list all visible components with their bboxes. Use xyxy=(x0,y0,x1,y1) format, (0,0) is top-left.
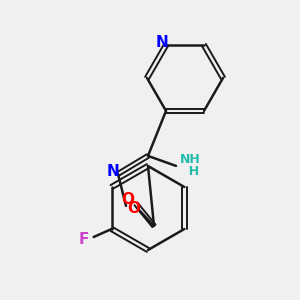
Text: O: O xyxy=(128,201,140,216)
Text: NH
  H: NH H xyxy=(180,153,200,178)
Text: N: N xyxy=(106,164,119,179)
Text: O: O xyxy=(122,192,134,207)
Text: F: F xyxy=(78,232,89,247)
Text: N: N xyxy=(156,34,168,50)
